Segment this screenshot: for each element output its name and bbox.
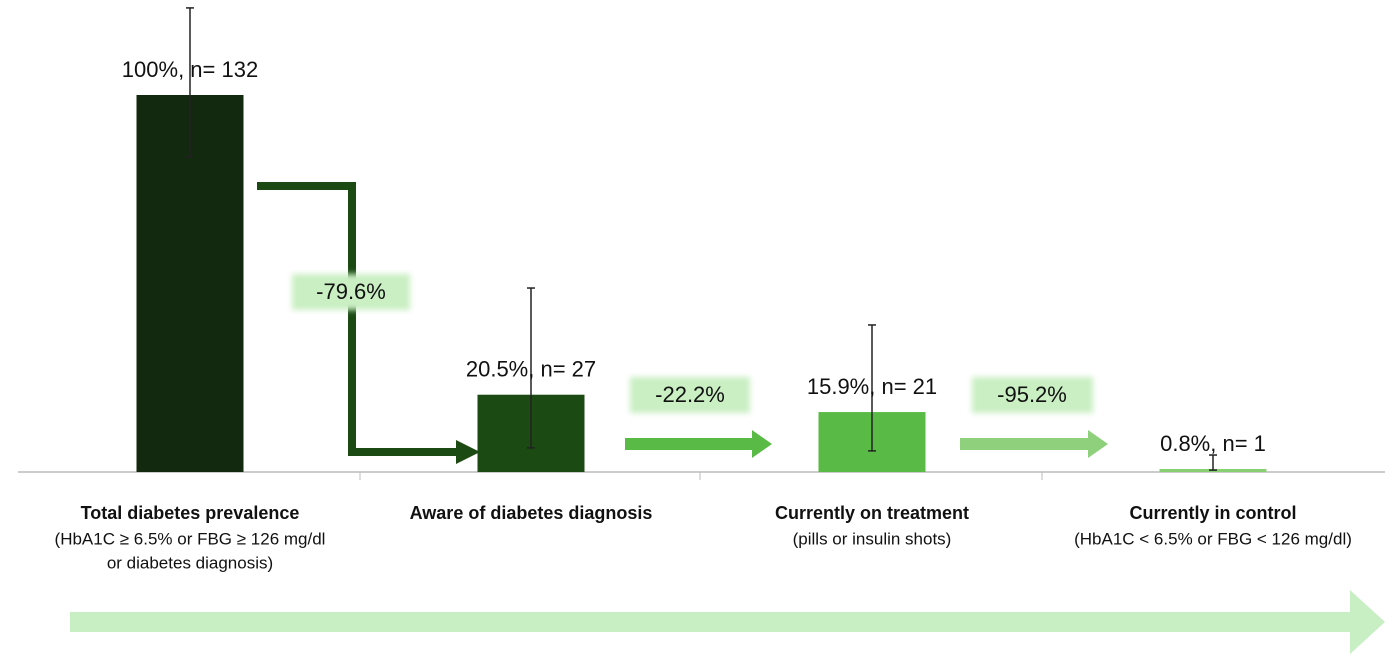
progress-arrow: [70, 612, 1355, 632]
annotation: -95.2%: [997, 382, 1067, 407]
x-tick-label: Total diabetes prevalence: [81, 503, 300, 523]
category-note: (pills or insulin shots): [793, 529, 952, 548]
flow-arrow: [960, 438, 1090, 450]
value-label: 20.5%, n= 27: [466, 357, 596, 382]
annotation-box: [630, 377, 750, 413]
arrow-head: [1088, 430, 1108, 458]
annotation: -79.6%: [316, 279, 386, 304]
annotation-box: [292, 274, 410, 310]
flow-arrow: [625, 438, 755, 450]
value-label: 0.8%, n= 1: [1160, 431, 1266, 456]
category-note: (HbA1C < 6.5% or FBG < 126 mg/dl): [1074, 529, 1352, 548]
flow-arrow: [257, 182, 458, 456]
x-tick-label: Currently in control: [1129, 503, 1296, 523]
category-note: or diabetes diagnosis): [107, 553, 273, 572]
x-tick-label: Currently on treatment: [775, 503, 969, 523]
bar: [136, 95, 244, 472]
arrow-head: [752, 430, 772, 458]
value-label: 15.9%, n= 21: [807, 374, 937, 399]
annotation: -22.2%: [655, 382, 725, 407]
category-note: (HbA1C ≥ 6.5% or FBG ≥ 126 mg/dl: [55, 529, 326, 548]
annotation-box: [972, 377, 1093, 413]
arrow-head: [1350, 590, 1385, 654]
value-label: 100%, n= 132: [122, 57, 258, 82]
x-tick-label: Aware of diabetes diagnosis: [410, 503, 653, 523]
arrow-head: [456, 440, 480, 464]
